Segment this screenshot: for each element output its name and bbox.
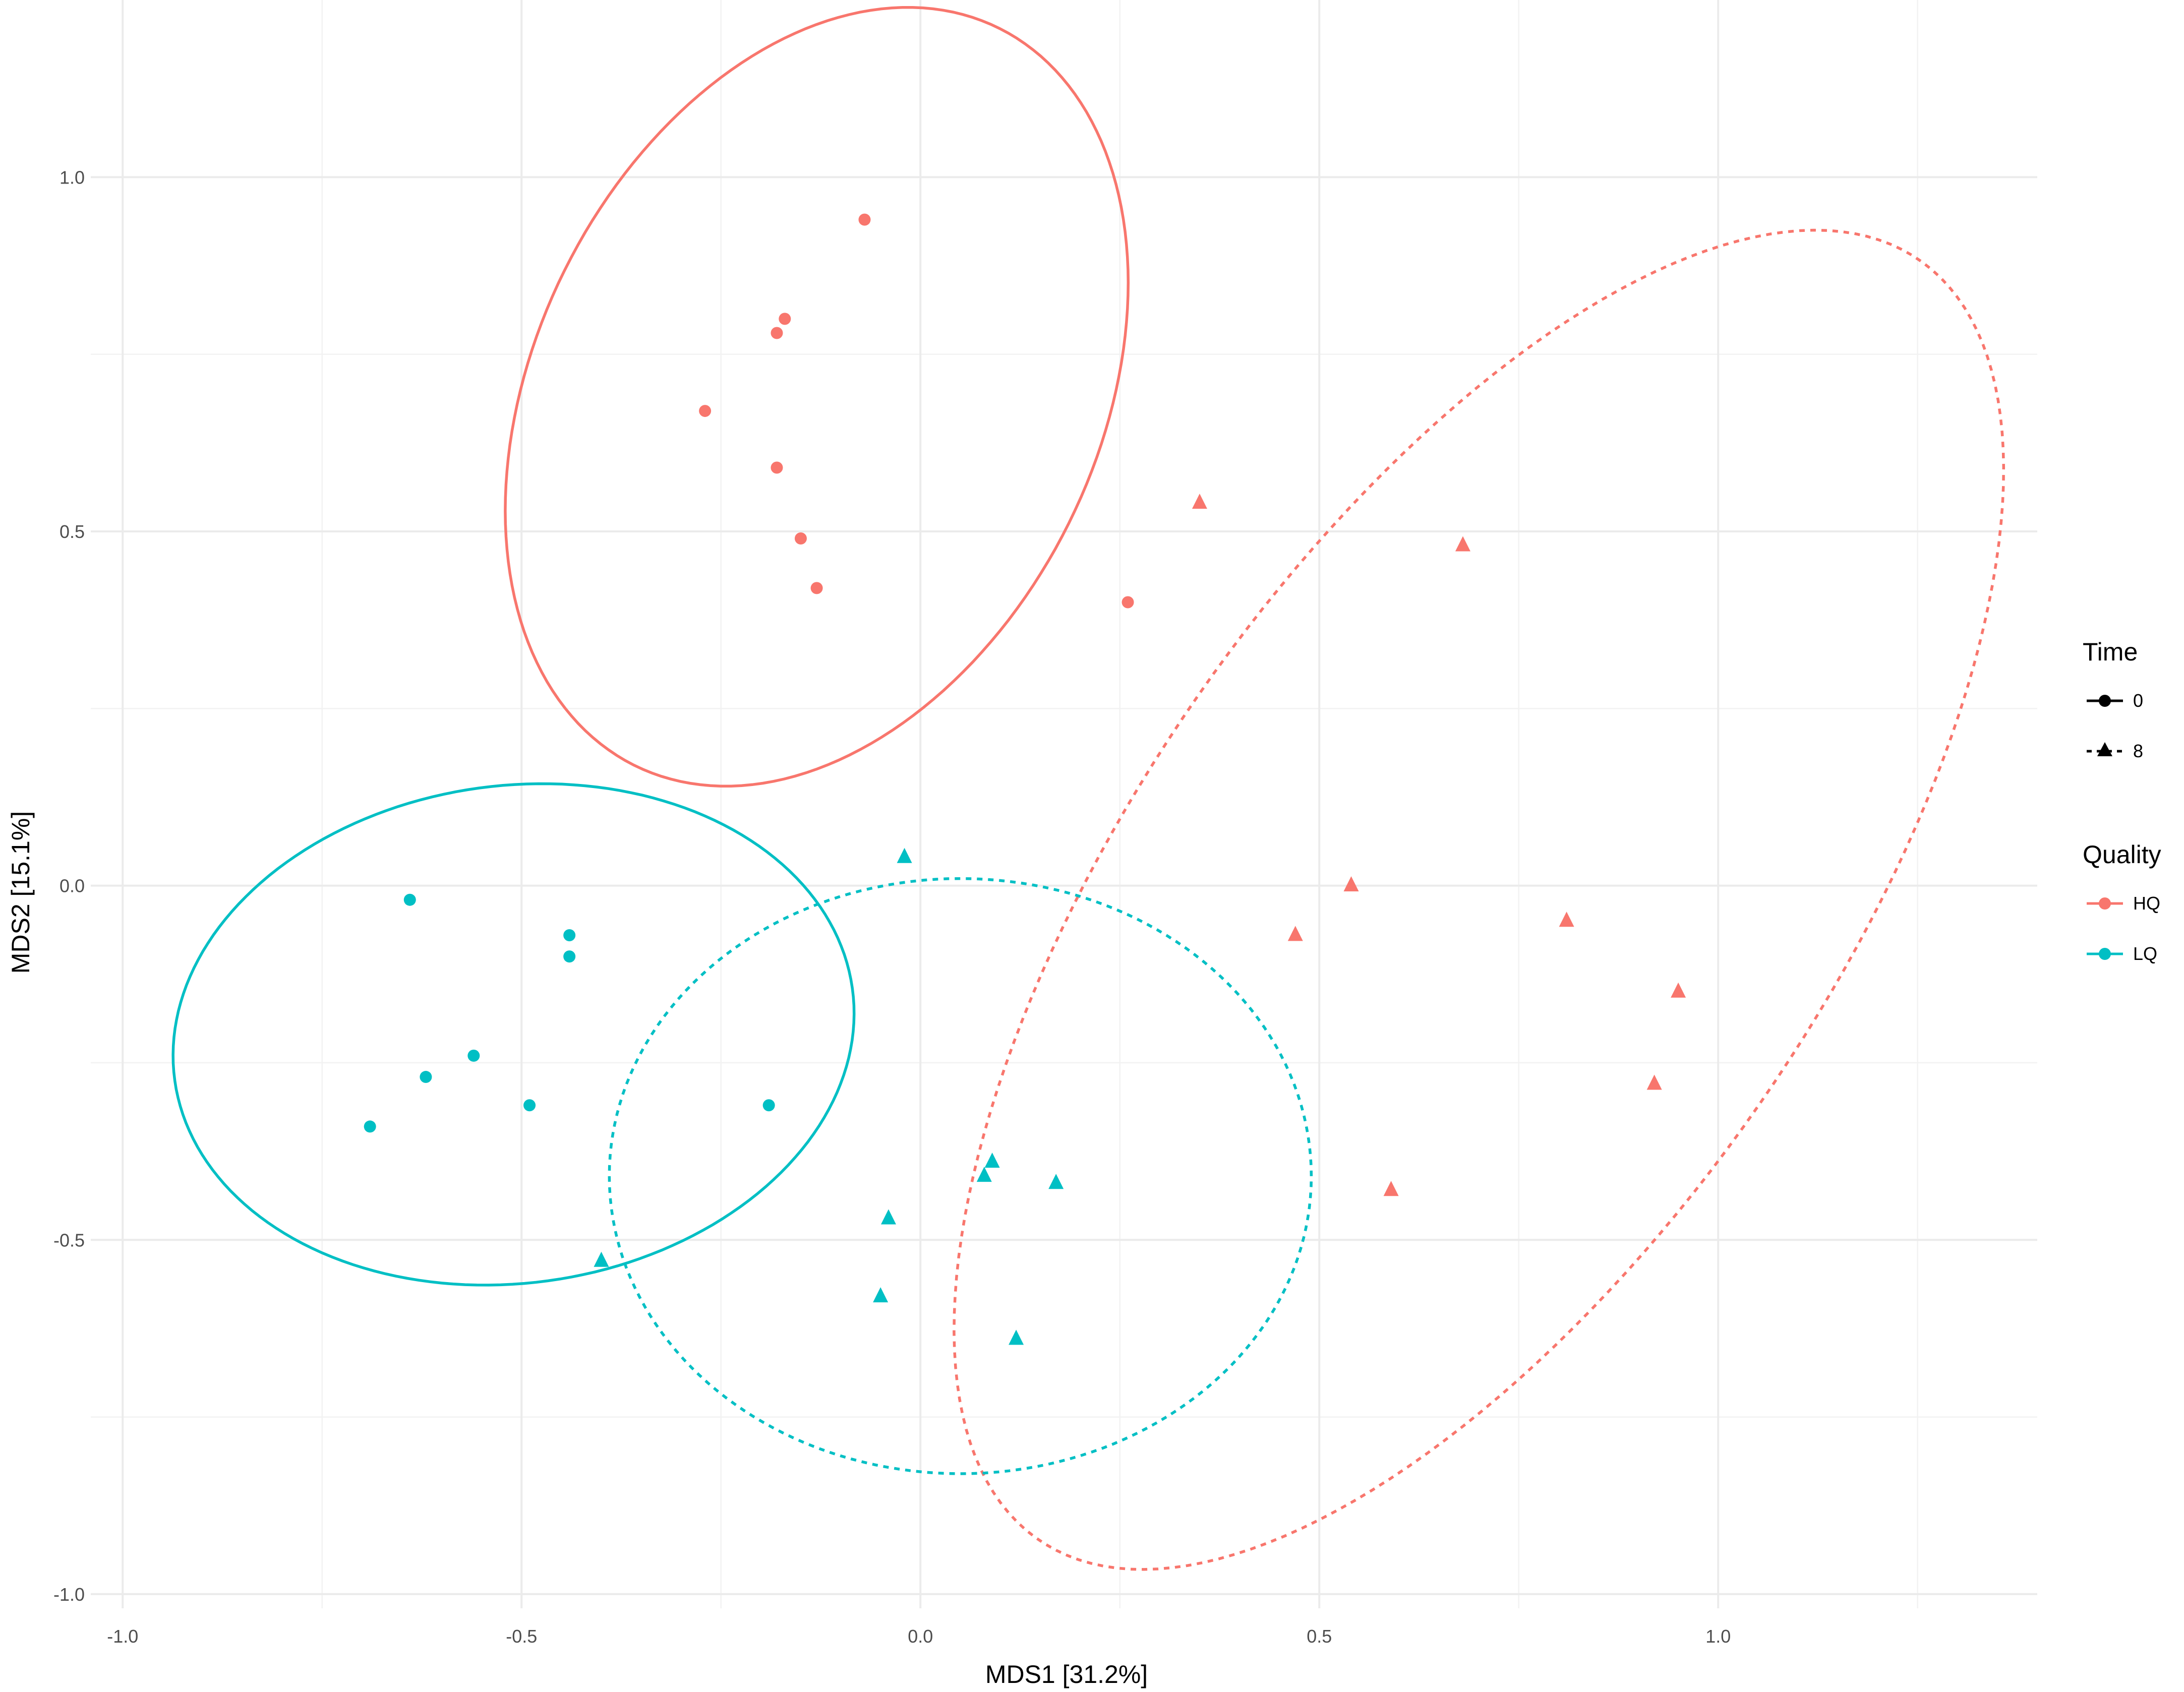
point-lq-time-0 [762,1099,775,1112]
point-lq-time-8 [1048,1174,1064,1189]
legend: Time 0 8 Quality HQ LQ [2083,638,2161,964]
point-hq-time-8 [1383,1181,1399,1196]
point-hq-time-0 [771,327,783,339]
point-hq-time-8 [1455,536,1470,552]
legend-label: LQ [2133,943,2157,964]
point-lq-time-0 [364,1120,376,1133]
legend-label: 8 [2133,741,2143,761]
grid-lines [91,0,2037,1608]
ellipse-lq-time-0 [171,782,856,1287]
legend-key-circle [2099,948,2111,960]
data-points [364,213,1686,1345]
legend-key-circle [2099,897,2111,910]
y-axis-title: MDS2 [15.1%] [7,811,35,974]
y-tick-label: -1.0 [53,1584,85,1605]
point-lq-time-8 [984,1153,1000,1168]
x-tick-label: -1.0 [107,1626,138,1647]
legend-label: HQ [2133,893,2160,914]
x-axis-title: MDS1 [31.2%] [985,1660,1148,1688]
point-lq-time-0 [563,950,576,963]
point-hq-time-0 [779,313,791,325]
x-tick-label: 0.0 [908,1626,933,1647]
point-lq-time-8 [873,1287,889,1303]
point-lq-time-8 [897,848,912,863]
x-tick-label: -0.5 [506,1626,537,1647]
point-lq-time-8 [594,1251,609,1267]
point-hq-time-8 [1287,926,1303,941]
point-lq-time-0 [467,1049,480,1062]
point-hq-time-0 [771,461,783,474]
point-hq-time-0 [810,582,823,594]
y-tick-label: 0.0 [60,876,85,896]
point-lq-time-0 [420,1071,432,1083]
legend-key-triangle [2097,742,2112,756]
legend-label: 0 [2133,690,2143,711]
point-lq-time-0 [563,929,576,941]
legend-key-circle [2099,695,2111,707]
point-hq-time-8 [1671,982,1686,998]
axis-tick-labels: -1.0 -0.5 0.0 0.5 1.0 -1.0 -0.5 0.0 0.5 1.0 [53,167,1731,1647]
point-lq-time-8 [880,1209,896,1225]
point-lq-time-8 [976,1167,992,1182]
point-hq-time-8 [1192,494,1207,509]
y-tick-label: 1.0 [60,167,85,188]
point-lq-time-0 [523,1099,536,1112]
y-tick-label: 0.5 [60,521,85,542]
point-hq-time-0 [794,532,807,545]
point-hq-time-8 [1559,912,1574,927]
point-lq-time-0 [403,893,416,906]
point-lq-time-8 [1009,1330,1024,1345]
ellipse-lq-time-8 [608,877,1313,1475]
legend-title-quality: Quality [2083,840,2161,869]
point-hq-time-8 [1646,1074,1662,1090]
point-hq-time-0 [858,213,871,226]
confidence-ellipses [171,6,2005,1571]
legend-title-time: Time [2083,638,2138,666]
point-hq-time-8 [1343,876,1359,892]
ellipse-hq-time-8 [953,228,2005,1571]
y-tick-label: -0.5 [53,1230,85,1250]
ellipse-hq-time-0 [504,6,1130,788]
point-hq-time-0 [1121,596,1134,609]
x-tick-label: 0.5 [1307,1626,1332,1647]
point-hq-time-0 [699,405,712,417]
x-tick-label: 1.0 [1705,1626,1731,1647]
